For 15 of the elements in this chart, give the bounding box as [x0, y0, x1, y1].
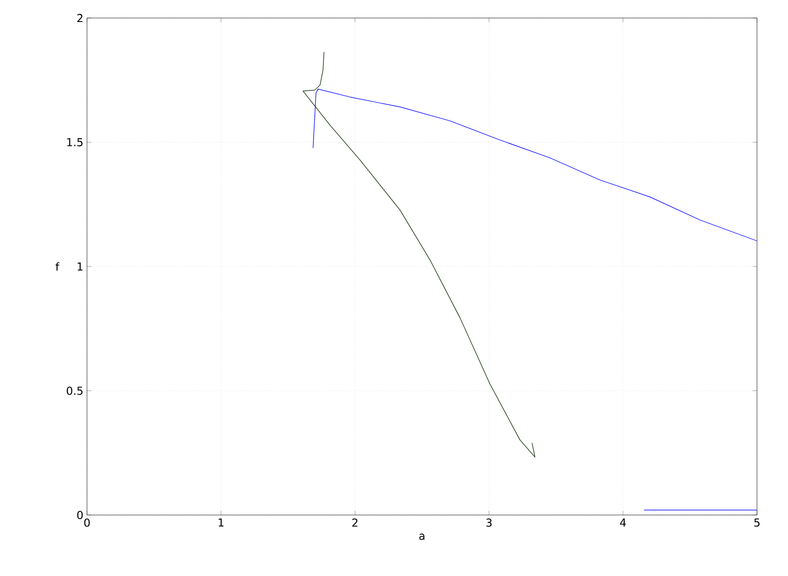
line-series: [312, 88, 758, 242]
y-tick-label: 0.5: [66, 386, 83, 395]
x-tick-label: 2: [352, 518, 358, 527]
x-tick-label: 4: [620, 518, 626, 527]
x-tick-label: 0: [84, 518, 90, 527]
y-tick-label: 1: [78, 262, 82, 270]
x-tick-label: 3: [486, 518, 492, 527]
y-tick-label: 1.5: [67, 138, 83, 146]
y-tick-label: 0: [77, 510, 83, 520]
x-axis-title: a: [419, 534, 424, 540]
y-tick-label: 2: [77, 14, 82, 22]
x-tick-label: 1: [218, 518, 224, 527]
x-tick-label: 5: [754, 518, 760, 527]
y-axis-title: f: [56, 262, 60, 271]
line-series: [302, 52, 536, 458]
